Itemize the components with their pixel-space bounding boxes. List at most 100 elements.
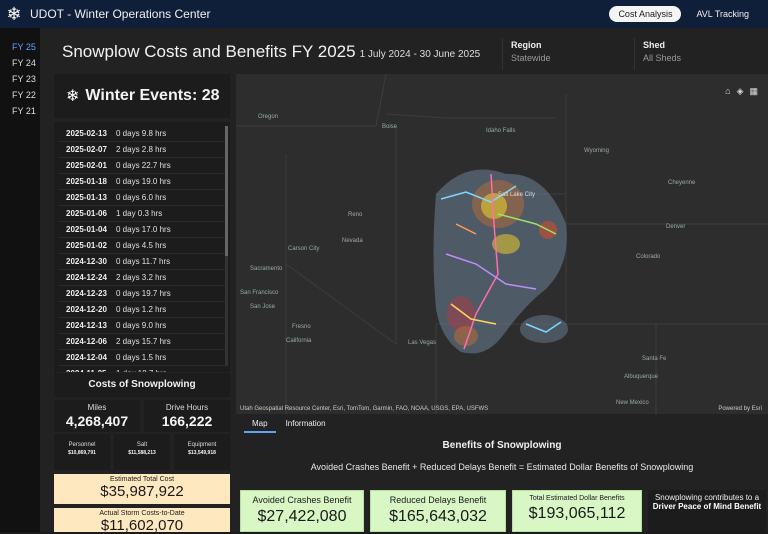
powered-by-esri[interactable]: Powered by Esri (718, 406, 762, 412)
tab-avl-tracking[interactable]: AVL Tracking (696, 9, 749, 19)
estimated-total-cost-value: $35,987,922 (100, 483, 184, 500)
event-row[interactable]: 2024-12-24 2 days 3.2 hrs (58, 270, 226, 286)
tab-cost-analysis[interactable]: Cost Analysis (609, 6, 682, 22)
map-label-wyoming: Wyoming (584, 148, 609, 154)
event-date: 2025-02-13 (66, 129, 107, 138)
event-row[interactable]: 2025-01-13 0 days 6.0 hrs (58, 190, 226, 206)
tab-map[interactable]: Map (244, 416, 276, 433)
event-duration: 2 days 15.7 hrs (116, 337, 171, 346)
salt-label: Salt (136, 442, 148, 448)
event-date: 2025-02-01 (66, 161, 107, 170)
map-label-boise: Boise (382, 124, 398, 130)
map-label-san-jose: San Jose (250, 304, 276, 310)
event-row[interactable]: 2024-12-20 0 days 1.2 hrs (58, 302, 226, 318)
salt-card: Salt $11,588,213 (114, 434, 170, 470)
map-label-colorado: Colorado (636, 254, 661, 260)
event-duration: 0 days 6.0 hrs (116, 193, 167, 202)
event-duration: 1 day 18.7 hrs (116, 369, 167, 372)
event-row[interactable]: 2024-12-13 0 days 9.0 hrs (58, 318, 226, 334)
personnel-label: Personnel (68, 442, 96, 448)
equipment-label: Equipment (187, 442, 217, 448)
tab-information[interactable]: Information (285, 419, 326, 428)
layers-icon[interactable]: ◈ (736, 86, 744, 96)
event-date: 2024-12-20 (66, 305, 107, 314)
fy-item[interactable]: FY 23 (12, 74, 36, 84)
event-row[interactable]: 2024-11-251 day 18.7 hrs (58, 366, 226, 372)
total-benefits-value: $193,065,112 (528, 505, 626, 522)
event-duration: 0 days 17.0 hrs (116, 225, 171, 234)
map-tools: ⌂ ◈ ▦ (725, 86, 758, 97)
event-list-scrollbar[interactable] (225, 126, 228, 366)
fy-item[interactable]: FY 25 (12, 42, 36, 52)
winter-events-card: ❄ Winter Events: 28 (54, 74, 230, 118)
plow-routes (440, 173, 562, 350)
event-date: 2024-12-30 (66, 257, 107, 266)
event-row[interactable]: 2024-12-04 0 days 1.5 hrs (58, 350, 226, 366)
drive-hours-label: Drive Hours (165, 403, 209, 412)
event-row[interactable]: 2024-12-30 0 days 11.7 hrs (58, 254, 226, 270)
event-row[interactable]: 2024-12-06 2 days 15.7 hrs (58, 334, 226, 350)
event-date: 2025-01-04 (66, 225, 107, 234)
event-date: 2024-12-13 (66, 321, 107, 330)
fy-item[interactable]: FY 24 (12, 58, 36, 68)
map-canvas[interactable] (236, 74, 768, 414)
event-duration: 0 days 4.5 hrs (116, 241, 167, 250)
reduced-delays-label: Reduced Delays Benefit (389, 495, 487, 505)
personnel-card: Personnel $10,869,791 (54, 434, 110, 470)
estimated-total-cost-label: Estimated Total Cost (109, 476, 175, 483)
benefits-formula: Avoided Crashes Benefit + Reduced Delays… (310, 462, 694, 472)
avoided-crashes-value: $27,422,080 (257, 508, 347, 525)
map-label-salt-lake-city: Salt Lake City (498, 192, 536, 198)
date-range: 1 July 2024 - 30 June 2025 (359, 49, 481, 60)
event-duration: 0 days 22.7 hrs (116, 161, 171, 170)
fy-item[interactable]: FY 21 (12, 106, 36, 116)
map-label-reno: Reno (348, 212, 363, 218)
home-icon[interactable]: ⌂ (725, 86, 731, 96)
event-duration: 0 days 9.0 hrs (116, 321, 167, 330)
basemap-grid-icon[interactable]: ▦ (749, 86, 758, 96)
event-duration: 0 days 1.5 hrs (116, 353, 167, 362)
event-row[interactable]: 2025-01-18 0 days 19.0 hrs (58, 174, 226, 190)
main-panel: Snowplow Costs and Benefits FY 2025 1 Jul… (40, 28, 768, 534)
event-row[interactable]: 2025-02-13 0 days 9.8 hrs (58, 126, 226, 142)
event-row[interactable]: 2025-02-01 0 days 22.7 hrs (58, 158, 226, 174)
storm-costs-label: Actual Storm Costs-to-Date (99, 510, 185, 517)
miles-card: Miles 4,268,407 (54, 400, 140, 432)
event-duration: 0 days 19.7 hrs (116, 289, 171, 298)
page-title-text: Snowplow Costs and Benefits FY 2025 (62, 42, 356, 61)
event-row[interactable]: 2025-01-06 1 day 0.3 hrs (58, 206, 226, 222)
event-row[interactable]: 2025-02-07 2 days 2.8 hrs (58, 142, 226, 158)
event-list[interactable]: 2025-02-13 0 days 9.8 hrs 2025-02-07 2 days… (54, 122, 230, 372)
map-label-new-mexico: New Mexico (616, 400, 649, 406)
map-view[interactable]: Oregon Boise Idaho Falls Wyoming Cheyenn… (236, 74, 768, 414)
map-label-sacramento: Sacramento (250, 266, 283, 272)
region-filter[interactable]: Region Statewide (502, 38, 632, 70)
event-date: 2024-11-25 (66, 369, 116, 372)
personnel-value: $10,869,791 (68, 450, 96, 456)
map-label-california: California (286, 338, 312, 344)
snowflake-icon: ❄ (66, 88, 80, 105)
map-label-oregon: Oregon (258, 114, 279, 120)
shed-filter[interactable]: Shed All Sheds (634, 38, 764, 70)
app-title: UDOT - Winter Operations Center (30, 7, 211, 21)
map-label-albuquerque: Albuquerque (624, 374, 659, 380)
snowflake-icon: ❄ (6, 3, 22, 24)
event-duration: 0 days 19.0 hrs (116, 177, 171, 186)
event-row[interactable]: 2024-12-23 0 days 19.7 hrs (58, 286, 226, 302)
map-label-fresno: Fresno (292, 324, 311, 330)
miles-value: 4,268,407 (65, 413, 129, 429)
map-label-carson-city: Carson City (288, 246, 320, 252)
peace-of-mind-line1: Snowplowing contributes to a (654, 493, 760, 502)
map-label-santa-fe: Santa Fe (642, 356, 667, 362)
scrollbar-thumb[interactable] (225, 126, 228, 256)
event-row[interactable]: 2025-01-04 0 days 17.0 hrs (58, 222, 226, 238)
shed-label: Shed (643, 40, 666, 50)
fy-item[interactable]: FY 22 (12, 90, 36, 100)
event-date: 2024-12-24 (66, 273, 107, 282)
reduced-delays-card: Reduced Delays Benefit $165,643,032 (370, 490, 506, 532)
event-duration: 1 day 0.3 hrs (116, 209, 163, 218)
event-row[interactable]: 2025-01-02 0 days 4.5 hrs (58, 238, 226, 254)
map-label-las-vegas: Las Vegas (408, 340, 437, 346)
salt-value: $11,588,213 (128, 450, 156, 456)
top-bar: ❄ UDOT - Winter Operations Center Cost A… (0, 0, 768, 28)
